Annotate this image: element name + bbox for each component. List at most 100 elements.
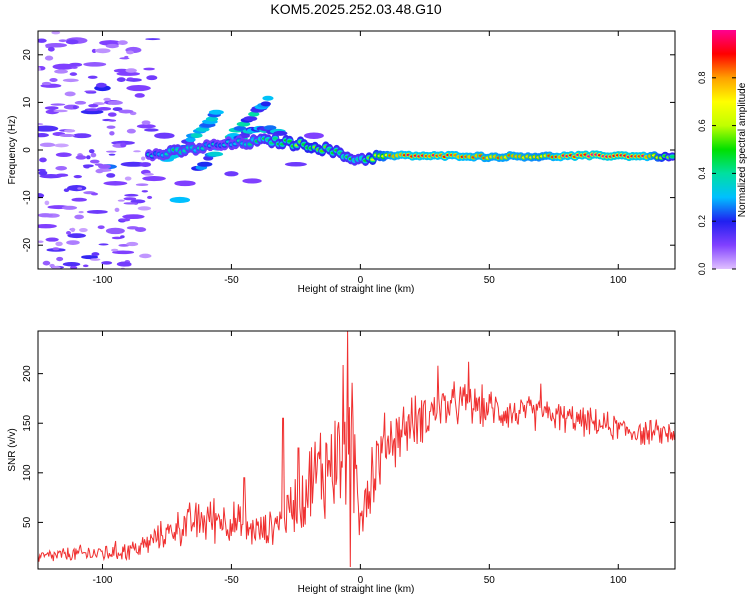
spectral-speckle	[73, 174, 82, 179]
spectral-speckle	[82, 264, 89, 268]
spectral-speckle	[59, 133, 76, 138]
spectral-speckle	[44, 200, 50, 206]
spectral-speckle	[107, 100, 123, 105]
spectral-speckle	[116, 261, 132, 267]
snr-y-tick-label: 50	[22, 516, 33, 528]
spectral-speckle	[49, 263, 55, 268]
snr-frame	[37, 330, 676, 570]
spectral-blob	[67, 233, 86, 239]
spectral-speckle	[116, 77, 126, 82]
spectral-speckle	[47, 46, 55, 52]
spectral-branch	[263, 125, 277, 131]
spectral-speckle	[42, 260, 51, 266]
spectral-speckle	[55, 173, 69, 177]
spectrogram-plot-area	[38, 31, 675, 269]
spectral-blob	[81, 255, 99, 260]
ridge-core	[670, 155, 675, 158]
spectral-speckle	[101, 261, 113, 265]
spectrogram-y-tick-label: -10	[22, 190, 33, 205]
spectral-speckle	[109, 131, 115, 136]
spectral-speckle	[119, 57, 130, 60]
spectral-speckle	[38, 168, 46, 172]
spectral-blob	[154, 132, 175, 139]
spectral-speckle	[68, 62, 83, 67]
spectral-speckle	[51, 31, 61, 35]
spectral-speckle	[139, 162, 152, 168]
colorbar-tick-label: 0.8	[697, 72, 707, 85]
spectral-speckle	[141, 190, 149, 193]
spectral-speckle	[103, 97, 111, 102]
snr-x-tick-label: -100	[92, 575, 112, 586]
spectrogram-y-ticks: -20 -10 0 10 20	[22, 49, 675, 253]
spectral-speckle	[50, 103, 66, 106]
spectral-speckle	[44, 55, 54, 61]
spectral-branch	[185, 137, 196, 143]
spectral-speckle	[84, 90, 97, 93]
spectral-blob	[169, 196, 191, 204]
spectral-speckle	[78, 211, 84, 214]
snr-x-label: Height of straight line (km)	[298, 584, 415, 595]
spectral-speckle	[54, 69, 69, 74]
spectrogram-x-tick-label: 0	[358, 275, 364, 286]
spectral-speckle	[143, 67, 155, 71]
spectral-speckle	[38, 38, 47, 43]
spectral-blob	[120, 161, 147, 167]
spectrogram-y-tick-label: 10	[22, 96, 33, 108]
spectral-blob	[304, 132, 324, 139]
spectral-branch	[260, 101, 271, 107]
spectrogram-y-tick-label: -20	[22, 238, 33, 253]
spectral-speckle	[70, 66, 78, 69]
spectral-speckle	[38, 240, 44, 244]
spectral-speckle	[77, 187, 83, 190]
spectral-speckle	[146, 75, 158, 81]
spectral-blob	[112, 250, 135, 255]
spectral-speckle	[44, 106, 59, 110]
spectral-speckle	[49, 78, 58, 83]
snr-y-ticks: 50 100 150 200	[22, 365, 675, 528]
spectral-speckle	[41, 81, 52, 86]
spectral-speckle	[66, 240, 80, 245]
spectral-speckle	[120, 235, 125, 239]
spectrogram-x-tick-label: -50	[224, 275, 239, 286]
spectral-speckle	[38, 67, 41, 71]
spectral-speckle	[86, 155, 91, 160]
spectral-speckle	[87, 75, 98, 79]
spectral-speckle	[133, 150, 141, 153]
spectral-speckle	[75, 155, 87, 160]
spectral-speckle	[135, 183, 149, 187]
spectral-speckle	[38, 170, 48, 176]
colorbar-tick-label: 0.2	[697, 215, 707, 228]
spectral-speckle	[52, 266, 61, 269]
spectral-speckle	[105, 150, 117, 153]
spectral-speckle	[64, 91, 76, 97]
spectral-speckle	[38, 193, 45, 199]
spectral-speckle	[112, 107, 123, 112]
spectral-speckle	[66, 231, 72, 235]
spectral-speckle	[113, 68, 130, 73]
spectral-blob	[38, 125, 59, 132]
spectral-speckle	[106, 125, 116, 129]
spectral-speckle	[90, 192, 99, 196]
spectral-speckle	[74, 214, 84, 220]
spectral-speckle	[117, 199, 125, 202]
snr-plot-area	[38, 331, 675, 569]
colorbar-tick-label: 0.6	[697, 119, 707, 132]
spectral-speckle	[126, 128, 136, 134]
spectral-branch	[205, 116, 219, 122]
spectral-speckle	[38, 213, 53, 218]
spectral-blob	[45, 43, 67, 48]
spectral-speckle	[58, 39, 68, 43]
spectral-branch	[233, 125, 247, 131]
spectral-speckle	[56, 256, 64, 262]
spectral-speckle	[105, 43, 119, 49]
spectral-speckle	[108, 119, 117, 122]
spectral-blob	[72, 133, 92, 139]
spectral-speckle	[139, 253, 152, 259]
spectral-speckle	[130, 199, 146, 204]
spectral-branch	[262, 95, 274, 101]
spectral-speckle	[124, 176, 132, 181]
colorbar-ticks: 0.0 0.2 0.4 0.6 0.8	[697, 72, 736, 275]
spectral-speckle	[65, 39, 79, 45]
spectral-speckle	[96, 106, 112, 111]
